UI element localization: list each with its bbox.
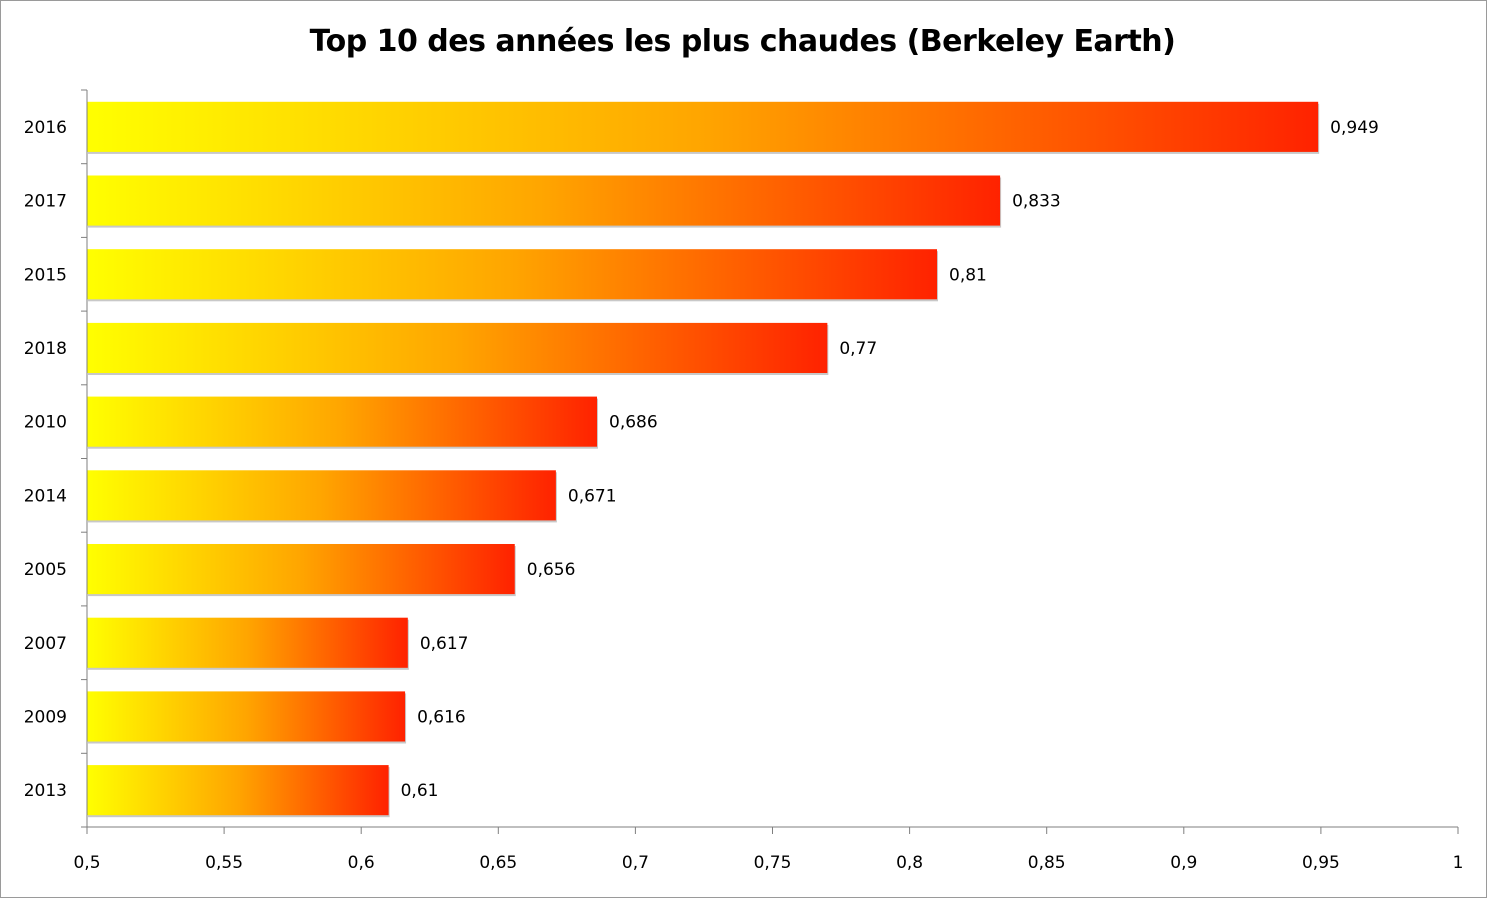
bar-2017 — [87, 175, 1001, 226]
x-tick-label: 0,55 — [205, 853, 243, 873]
chart-title: Top 10 des années les plus chaudes (Berk… — [309, 24, 1176, 59]
category-label: 2010 — [24, 413, 67, 433]
category-label: 2013 — [24, 781, 67, 801]
x-tick-label: 0,8 — [896, 853, 923, 873]
category-label: 2014 — [24, 486, 67, 506]
data-label: 0,686 — [609, 413, 658, 433]
bar-2007 — [87, 617, 408, 668]
axes-group — [81, 89, 1459, 834]
data-label: 0,61 — [401, 781, 439, 801]
x-tick-label: 0,7 — [622, 853, 649, 873]
bar-2016 — [87, 101, 1319, 152]
category-label: 2018 — [24, 339, 67, 359]
bar-2013 — [87, 765, 389, 816]
category-label: 2005 — [24, 560, 67, 580]
x-tick-label: 0,9 — [1170, 853, 1197, 873]
data-label: 0,617 — [420, 634, 469, 654]
x-tick-label: 1 — [1453, 853, 1464, 873]
bar-2015 — [87, 249, 938, 300]
x-tick-label: 0,85 — [1028, 853, 1066, 873]
data-label: 0,949 — [1330, 118, 1379, 138]
data-label: 0,833 — [1012, 192, 1061, 212]
bar-2005 — [87, 543, 515, 595]
x-tick-label: 0,6 — [348, 853, 375, 873]
data-label: 0,671 — [568, 486, 617, 506]
category-label: 2015 — [24, 265, 67, 285]
x-tick-label: 0,75 — [754, 853, 792, 873]
data-label: 0,77 — [839, 339, 877, 359]
bar-2014 — [87, 470, 556, 521]
x-tick-label: 0,95 — [1302, 853, 1340, 873]
x-tick-label: 0,5 — [73, 853, 100, 873]
bar-2010 — [87, 396, 598, 447]
bars-group — [87, 101, 1320, 818]
bar-2009 — [87, 691, 406, 742]
category-label: 2009 — [24, 707, 67, 727]
category-label: 2017 — [24, 192, 67, 212]
category-label: 2007 — [24, 634, 67, 654]
data-label: 0,81 — [949, 265, 987, 285]
data-label: 0,656 — [527, 560, 576, 580]
x-tick-label: 0,65 — [479, 853, 517, 873]
data-label: 0,616 — [417, 707, 466, 727]
bar-2018 — [87, 322, 828, 374]
category-label: 2016 — [24, 118, 67, 138]
